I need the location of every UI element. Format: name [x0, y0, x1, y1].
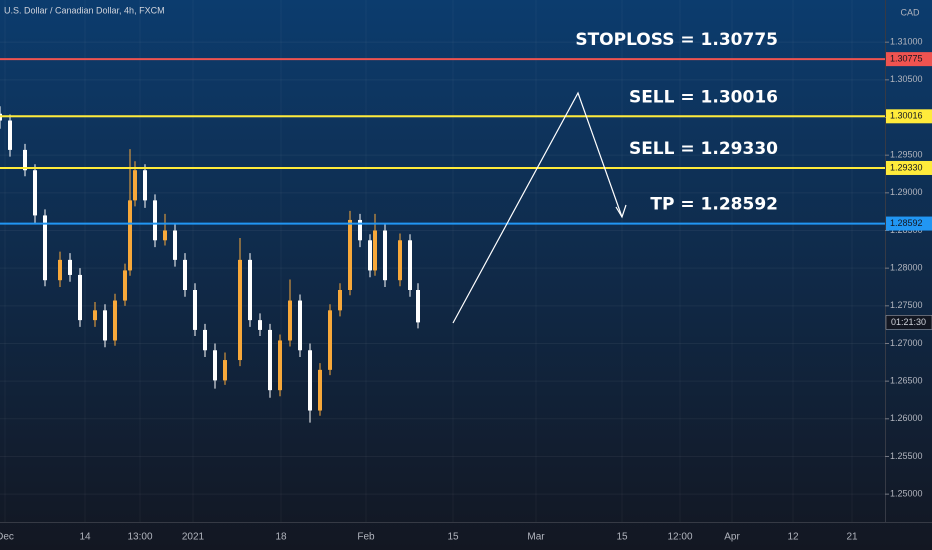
x-tick-label: Feb	[357, 532, 375, 543]
candle-body	[383, 230, 387, 281]
symbol-title: U.S. Dollar / Canadian Dollar, 4h, FXCM	[4, 5, 165, 15]
axes: 1.25000 1.25500 1.26000 1.26500 1.27000 1.275…	[0, 37, 932, 543]
candle-body	[128, 200, 132, 271]
plot: STOPLOSS = 1.30775 SELL = 1.30016 SELL = 1…	[0, 30, 885, 423]
x-tick-label: 21	[846, 532, 858, 543]
candle-body	[308, 350, 312, 411]
candle-body	[408, 240, 412, 290]
candle-body	[163, 230, 167, 241]
candle-body	[23, 149, 27, 171]
y-tick-label: 1.27000	[890, 338, 923, 348]
level-badge-label: 1.30016	[890, 111, 923, 121]
x-tick-label: Dec	[0, 532, 14, 543]
candle-body	[113, 300, 117, 341]
x-tick-label: 13:00	[127, 532, 152, 543]
candle-body	[398, 240, 402, 281]
x-tick-label: 12:00	[667, 532, 692, 543]
level-badge	[886, 52, 932, 67]
candle-body	[298, 300, 302, 351]
level-annotation: SELL = 1.29330	[629, 139, 778, 159]
level-badge	[886, 160, 932, 175]
candle-body	[93, 310, 97, 321]
x-tick-label: 14	[79, 532, 91, 543]
grid	[0, 41, 885, 495]
level-annotation: TP = 1.28592	[650, 195, 778, 215]
candle-body	[133, 170, 137, 201]
candle-body	[203, 329, 207, 351]
candle-body	[8, 120, 12, 150]
level-badge	[886, 216, 932, 231]
level-badge-label: 1.29330	[890, 162, 923, 172]
x-tick-label: 15	[616, 532, 628, 543]
candle-body	[368, 240, 372, 271]
candle-body	[193, 290, 197, 330]
candle-body	[338, 290, 342, 311]
level-annotation: SELL = 1.30016	[629, 87, 778, 107]
candle-body	[103, 310, 107, 341]
arrow-head	[615, 204, 627, 219]
candle-body	[278, 340, 282, 391]
y-tick-label: 1.29000	[890, 187, 923, 197]
candle-body	[416, 290, 420, 323]
x-tick-label: 12	[787, 532, 799, 543]
y-tick-label: 1.27500	[890, 300, 923, 310]
x-tick-label: Mar	[527, 532, 545, 543]
y-tick-label: 1.29500	[890, 150, 923, 160]
y-tick-label: 1.26500	[890, 376, 923, 386]
candle-body	[153, 200, 157, 241]
candle-body	[318, 369, 322, 411]
y-tick-label: 1.26000	[890, 413, 923, 423]
level-badge-label: 1.28592	[890, 218, 923, 228]
x-tick-label: 2021	[182, 532, 205, 543]
candle-body	[248, 259, 252, 321]
candle-body	[373, 230, 377, 271]
y-tick-label: 1.28000	[890, 263, 923, 273]
candle-body	[68, 259, 72, 275]
countdown-label: 01:21:30	[891, 317, 926, 327]
candle-body	[58, 259, 62, 281]
candle-body	[123, 270, 127, 301]
candle-body	[238, 259, 242, 361]
candle-body	[288, 300, 292, 341]
x-tick-label: Apr	[724, 532, 740, 543]
candle-body	[223, 360, 227, 381]
candle-body	[173, 230, 177, 260]
projection-arrow	[452, 91, 623, 324]
y-tick-label: 1.30500	[890, 74, 923, 84]
candle-body	[213, 350, 217, 381]
candle-body	[348, 219, 352, 290]
level-badge-label: 1.30775	[890, 54, 923, 64]
candle-body	[268, 329, 272, 391]
candle-body	[258, 320, 262, 330]
candle-body	[143, 170, 147, 201]
countdown-badge	[885, 315, 932, 330]
level-annotation: STOPLOSS = 1.30775	[575, 30, 778, 50]
candle-body	[328, 310, 332, 370]
y-tick-label: 1.25500	[890, 451, 923, 461]
candle-body	[358, 219, 362, 241]
candle-body	[33, 170, 37, 216]
candle-body	[183, 259, 187, 290]
y-tick-label: 1.31000	[890, 37, 923, 47]
currency-label: CAD	[900, 7, 920, 17]
candle-body	[78, 274, 82, 321]
candle-body	[43, 215, 47, 281]
level-badge	[886, 109, 932, 124]
x-tick-label: 18	[275, 532, 287, 543]
y-tick-label: 1.25000	[890, 489, 923, 499]
x-tick-label: 15	[447, 532, 459, 543]
